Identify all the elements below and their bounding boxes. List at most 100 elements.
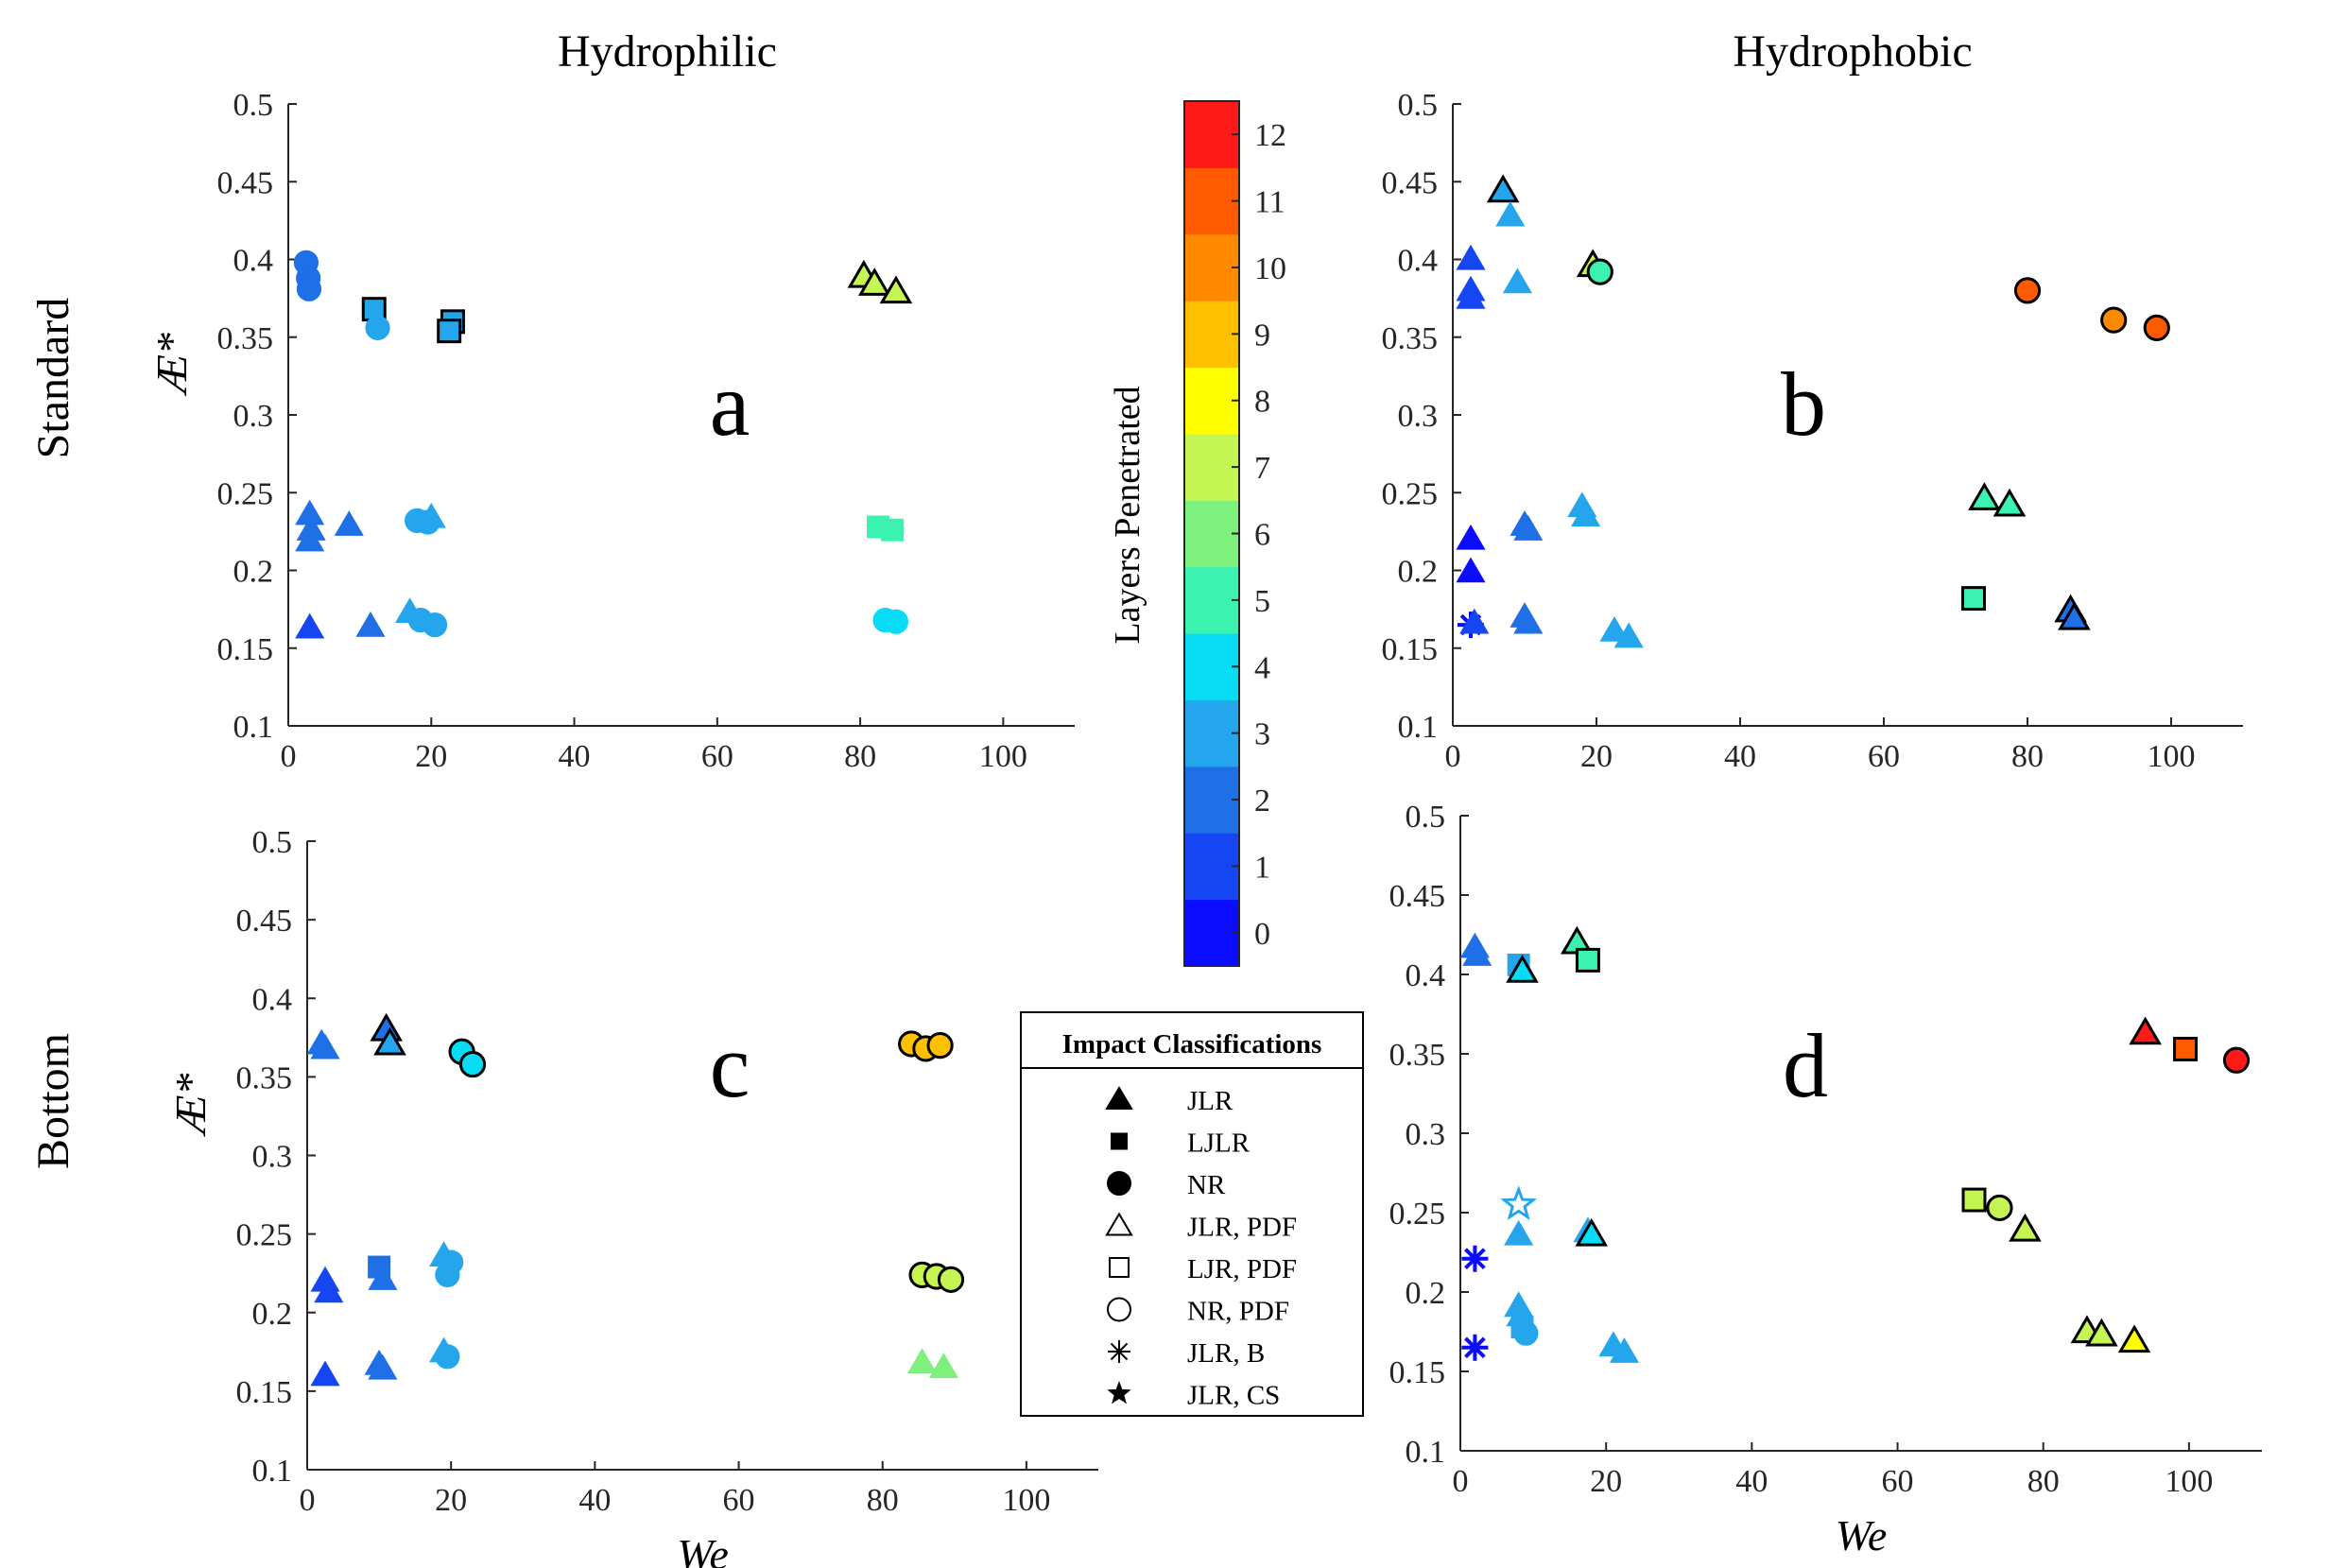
x-tick-label: 40 [578,1483,611,1518]
x-tick-label: 20 [435,1483,467,1518]
y-tick-label: 0.15 [1389,1355,1446,1390]
data-point [2143,314,2170,341]
data-point [1504,1219,1534,1246]
panel-letter: c [710,1015,750,1116]
data-point [334,510,364,536]
colorbar-tick-label: 3 [1254,717,1270,752]
data-point [883,609,909,634]
colorbar-segment [1184,101,1239,168]
y-tick-label: 0.2 [1406,1276,1446,1311]
legend-entry-label: LJR, PDF [1187,1254,1297,1284]
legend-entry-label: NR [1187,1170,1226,1200]
y-tick-label: 0.1 [233,710,274,745]
x-tick-label: 80 [2027,1464,2060,1499]
x-tick-label: 80 [2011,739,2044,774]
colorbar-segment [1184,301,1239,369]
data-point [314,1277,344,1303]
data-point [1459,608,1490,634]
x-tick-label: 100 [1002,1483,1050,1518]
data-point [2129,1016,2162,1045]
y-tick-label: 0.2 [233,555,274,590]
colorbar-tick-label: 1 [1254,850,1270,885]
x-tick-label: 0 [300,1483,316,1518]
data-point [1462,940,1492,966]
data-point [879,275,913,304]
y-tick-label: 0.15 [217,632,274,667]
y-tick-label: 0.2 [1398,555,1439,590]
y-tick-label: 0.3 [1406,1117,1446,1152]
data-point [2173,1036,2199,1061]
panel-letter: b [1781,353,1826,455]
data-point [1961,1187,1987,1213]
y-tick-label: 0.45 [236,904,293,939]
data-point [1575,1217,1609,1247]
colorbar-tick-label: 4 [1254,650,1270,685]
colorbar-segment [1184,699,1239,767]
data-point [1609,1337,1640,1363]
data-point [1502,267,1532,294]
y-tick-label: 0.35 [236,1060,293,1095]
data-point [2009,1213,2042,1242]
legend-marker-square-filled [1111,1132,1128,1150]
data-point [1586,258,1613,285]
y-tick-label: 0.1 [252,1454,293,1489]
legend-entry-label: JLR, PDF [1187,1213,1297,1243]
y-tick-label: 0.5 [233,88,274,123]
colorbar-tick-label: 7 [1254,451,1270,486]
y-axis-label: Æ* [147,333,196,397]
data-point [368,1265,398,1290]
x-tick-label: 100 [2148,739,2196,774]
data-point [1513,515,1544,541]
panel-b: 0 20 40 60 80 100 0.1 0.15 0.2 0.25 0.3 0.35 0.4 0.45… [1382,88,2243,774]
colorbar-segment [1184,566,1239,634]
row-header-bottom: Bottom [28,1033,78,1169]
y-tick-label: 0.25 [217,476,274,511]
colorbar-segment [1184,167,1239,235]
y-tick-label: 0.4 [233,244,274,279]
data-point [1986,1194,2013,1222]
x-tick-label: 20 [1590,1464,1622,1499]
legend-marker-circle-open [1107,1297,1131,1322]
column-header-hydrophobic: Hydrophobic [1733,26,1972,77]
data-point [296,276,322,302]
data-point [2085,1318,2118,1347]
data-point [1993,488,2027,517]
colorbar-segment [1184,766,1239,834]
y-tick-label: 0.2 [252,1297,293,1332]
panel-a: 0 20 40 60 80 100 0.1 0.15 0.2 0.25 0.3 0.35 0.4 0.45… [147,88,1075,774]
legend-title: Impact Classifications [1062,1029,1322,1060]
data-point [1461,1245,1489,1272]
data-point [310,1033,340,1060]
data-points [293,250,913,639]
colorbar-tick-label: 9 [1254,318,1270,353]
x-axis-label: We [1836,1511,1888,1559]
data-point [1461,1334,1489,1361]
data-point [2222,1046,2251,1074]
data-point [1486,174,1520,203]
panel-c: 0 20 40 60 80 100 0.1 0.15 0.2 0.25 0.3 0.35 0.4 0.45… [166,825,1098,1568]
panel-letter: d [1783,1015,1828,1116]
y-tick-label: 0.45 [1382,165,1439,200]
data-point [1513,608,1544,634]
x-tick-label: 0 [1445,739,1461,774]
data-point [928,1353,958,1379]
panel-letter: a [710,353,750,455]
data-point [926,1032,954,1060]
y-tick-label: 0.4 [1398,244,1439,279]
colorbar-tick-label: 6 [1254,518,1270,553]
y-tick-label: 0.25 [236,1218,293,1253]
data-point [416,502,446,528]
data-point [1571,501,1601,527]
y-axis-label: Æ* [166,1074,215,1138]
y-tick-label: 0.25 [1389,1197,1446,1232]
data-point [2117,1324,2151,1353]
data-point [1513,1320,1539,1346]
legend-marker-circle-filled [1107,1171,1131,1196]
x-tick-label: 40 [1724,739,1756,774]
data-point [437,319,462,344]
colorbar-segment [1184,433,1239,501]
legend-marker-triangle-open [1105,1212,1133,1236]
y-tick-label: 0.5 [1406,800,1446,835]
legend: Impact Classifications JLR LJLR NR JLR, PDF… [1020,1011,1364,1417]
